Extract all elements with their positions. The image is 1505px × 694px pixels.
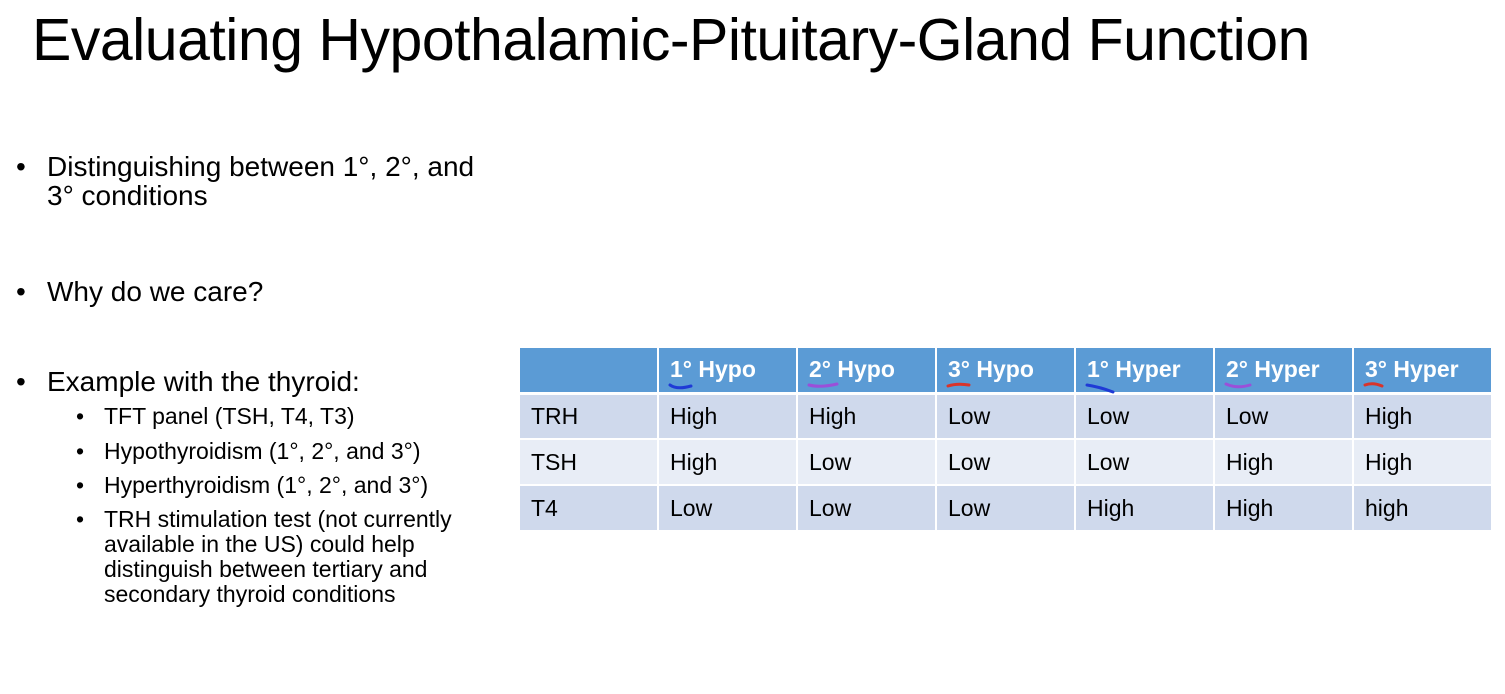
sub-bullet-text: TFT panel (TSH, T4, T3) — [104, 403, 355, 429]
bullet-item: • Distinguishing between 1°, 2°, and 3° … — [16, 152, 506, 210]
col-header-3-hypo: 3° Hypo — [935, 346, 1076, 395]
thyroid-table: 1° Hypo 2° Hypo 3° Hypo 1° Hyper 2° Hype… — [518, 346, 1493, 532]
bullet-text: Example with the thyroid: — [47, 366, 360, 397]
table-cell: Low — [935, 392, 1076, 440]
row-label: TSH — [518, 438, 659, 486]
sub-bullet-item: • Hypothyroidism (1°, 2°, and 3°) — [76, 439, 506, 464]
slide-title: Evaluating Hypothalamic-Pituitary-Gland … — [32, 7, 1310, 73]
table-cell: High — [1352, 392, 1493, 440]
bullet-dot: • — [76, 472, 85, 498]
bullet-item: • Why do we care? — [16, 277, 506, 306]
table-cell: High — [796, 392, 937, 440]
col-header-1-hyper: 1° Hyper — [1074, 346, 1215, 395]
table-cell: Low — [935, 484, 1076, 532]
table-cell: high — [1352, 484, 1493, 532]
table-cell: Low — [796, 484, 937, 532]
col-header-label: 1° Hyper — [1087, 356, 1181, 383]
sub-bullet-text: Hypothyroidism (1°, 2°, and 3°) — [104, 438, 421, 464]
col-header-label: 3° Hypo — [948, 356, 1034, 383]
bullet-dot: • — [16, 366, 26, 397]
sub-bullet-text: TRH stimulation test (not currently avai… — [104, 506, 452, 607]
table-cell: Low — [657, 484, 798, 532]
col-header-label: 2° Hyper — [1226, 356, 1320, 383]
table-cell: Low — [1074, 392, 1215, 440]
table-cell: High — [1213, 438, 1354, 486]
table-cell: High — [1074, 484, 1215, 532]
table-cell: Low — [1213, 392, 1354, 440]
bullet-text: Why do we care? — [47, 276, 264, 307]
table-cell: High — [657, 392, 798, 440]
col-header-label: 1° Hypo — [670, 356, 756, 383]
sub-bullet-text: Hyperthyroidism (1°, 2°, and 3°) — [104, 472, 429, 498]
table-cell: High — [1213, 484, 1354, 532]
table-row: T4 Low Low Low High High high — [518, 484, 1493, 532]
table-cell: Low — [935, 438, 1076, 486]
bullet-dot: • — [76, 506, 85, 532]
table-cell: Low — [796, 438, 937, 486]
table-row: TRH High High Low Low Low High — [518, 392, 1493, 440]
bullet-dot: • — [16, 276, 26, 307]
table-corner-cell — [518, 346, 659, 395]
col-header-2-hypo: 2° Hypo — [796, 346, 937, 395]
row-label: TRH — [518, 392, 659, 440]
col-header-3-hyper: 3° Hyper — [1352, 346, 1493, 395]
bullet-dot: • — [76, 403, 85, 429]
table-row: TSH High Low Low Low High High — [518, 438, 1493, 486]
col-header-label: 3° Hyper — [1365, 356, 1459, 383]
bullet-text: Distinguishing between 1°, 2°, and 3° co… — [47, 151, 475, 211]
table-header-row: 1° Hypo 2° Hypo 3° Hypo 1° Hyper 2° Hype… — [518, 346, 1493, 395]
table-cell: High — [1352, 438, 1493, 486]
col-header-2-hyper: 2° Hyper — [1213, 346, 1354, 395]
sub-bullet-item: • TFT panel (TSH, T4, T3) — [76, 404, 506, 429]
sub-bullet-item: • Hyperthyroidism (1°, 2°, and 3°) — [76, 473, 506, 498]
table-cell: High — [657, 438, 798, 486]
bullet-dot: • — [76, 438, 85, 464]
col-header-label: 2° Hypo — [809, 356, 895, 383]
col-header-1-hypo: 1° Hypo — [657, 346, 798, 395]
table-cell: Low — [1074, 438, 1215, 486]
bullet-dot: • — [16, 151, 26, 182]
bullet-item: • Example with the thyroid: — [16, 367, 506, 396]
row-label: T4 — [518, 484, 659, 532]
sub-bullet-item: • TRH stimulation test (not currently av… — [76, 507, 506, 607]
